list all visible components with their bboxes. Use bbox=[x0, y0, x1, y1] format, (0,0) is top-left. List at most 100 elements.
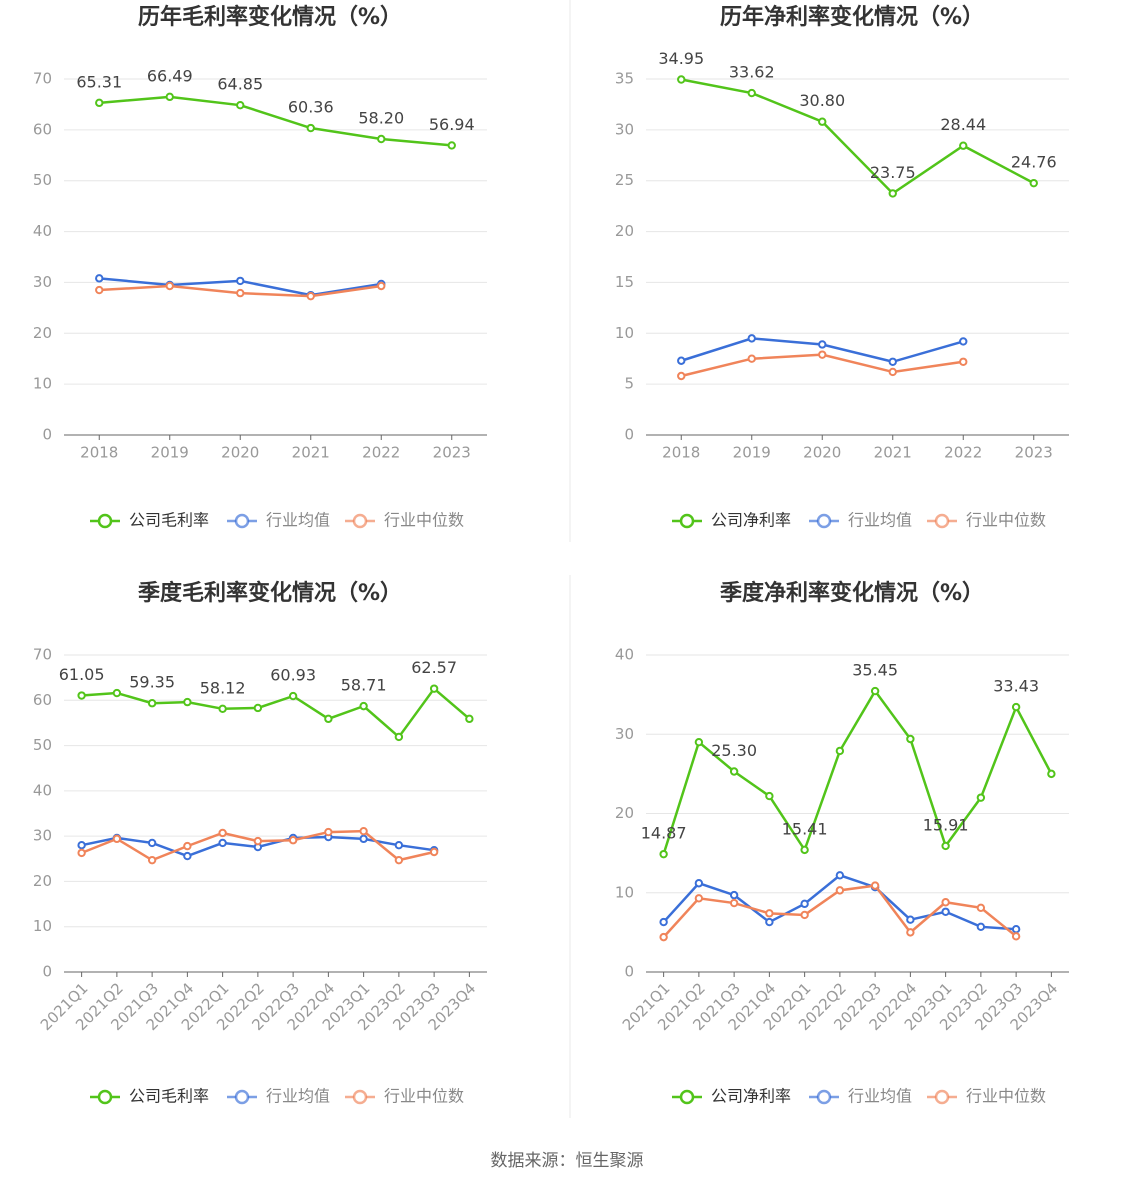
y-tick-label: 60 bbox=[33, 691, 52, 709]
y-tick-label: 70 bbox=[33, 646, 52, 664]
data-label: 33.43 bbox=[993, 677, 1039, 696]
data-point bbox=[765, 917, 774, 927]
data-point bbox=[818, 117, 827, 126]
y-tick-label: 40 bbox=[615, 646, 634, 664]
data-point bbox=[959, 141, 968, 150]
data-label: 35.45 bbox=[852, 661, 898, 680]
data-point bbox=[694, 879, 704, 888]
data-point bbox=[677, 371, 686, 381]
legend-label: 行业均值 bbox=[266, 1087, 330, 1106]
data-point bbox=[95, 274, 104, 283]
data-point bbox=[165, 92, 174, 102]
data-point bbox=[359, 701, 368, 711]
data-point bbox=[465, 714, 474, 724]
data-label: 14.87 bbox=[641, 824, 687, 843]
data-point bbox=[729, 898, 739, 908]
data-label: 60.93 bbox=[270, 666, 316, 685]
y-tick-label: 20 bbox=[33, 872, 52, 890]
y-tick-label: 50 bbox=[33, 736, 52, 754]
y-tick-label: 0 bbox=[624, 426, 634, 444]
data-point bbox=[147, 699, 157, 708]
legend-icon bbox=[816, 1089, 832, 1105]
data-point bbox=[729, 767, 739, 776]
legend-label: 行业中位数 bbox=[966, 1087, 1046, 1106]
y-tick-label: 10 bbox=[615, 883, 634, 901]
data-point bbox=[112, 688, 122, 698]
legend-icon bbox=[234, 513, 250, 529]
data-point bbox=[1011, 702, 1021, 712]
y-tick-label: 10 bbox=[33, 375, 52, 393]
y-tick-label: 0 bbox=[42, 426, 52, 444]
data-point bbox=[1011, 932, 1021, 941]
legend-icon bbox=[234, 1089, 250, 1105]
data-label: 15.91 bbox=[923, 815, 969, 834]
legend-label: 行业均值 bbox=[848, 511, 912, 530]
data-point bbox=[1047, 769, 1056, 779]
data-point bbox=[447, 141, 456, 150]
source-note: 数据来源：恒生聚源 bbox=[491, 1151, 644, 1171]
legend-label: 公司净利率 bbox=[711, 1087, 791, 1106]
data-point bbox=[800, 845, 809, 855]
data-label: 33.62 bbox=[729, 63, 775, 82]
data-point bbox=[288, 691, 298, 701]
legend-icon bbox=[97, 513, 113, 529]
data-point bbox=[747, 334, 756, 343]
data-label: 30.80 bbox=[799, 91, 845, 110]
data-point bbox=[747, 88, 756, 98]
data-point bbox=[888, 367, 897, 377]
y-tick-label: 30 bbox=[615, 725, 634, 743]
y-tick-label: 15 bbox=[615, 273, 634, 291]
data-label: 24.76 bbox=[1011, 153, 1057, 172]
data-point bbox=[306, 123, 315, 133]
data-point bbox=[941, 841, 950, 851]
data-point bbox=[888, 189, 897, 198]
data-point bbox=[359, 826, 368, 836]
y-tick-label: 35 bbox=[615, 70, 634, 88]
series-line bbox=[99, 95, 452, 147]
data-point bbox=[429, 684, 439, 693]
data-point bbox=[906, 915, 915, 924]
y-tick-label: 30 bbox=[615, 120, 634, 138]
series-line bbox=[662, 873, 1017, 931]
y-tick-label: 0 bbox=[42, 963, 52, 981]
data-point bbox=[976, 793, 986, 802]
y-tick-label: 60 bbox=[33, 120, 52, 138]
y-tick-label: 5 bbox=[624, 375, 634, 393]
y-tick-label: 40 bbox=[33, 781, 52, 799]
x-tick-label: 2019 bbox=[151, 444, 189, 462]
data-label: 60.36 bbox=[288, 98, 334, 117]
y-tick-label: 10 bbox=[33, 917, 52, 935]
data-label: 56.94 bbox=[429, 115, 475, 134]
data-label: 34.95 bbox=[658, 49, 704, 68]
data-point bbox=[306, 291, 315, 301]
series-line bbox=[662, 688, 1053, 855]
legend-label: 行业中位数 bbox=[966, 511, 1046, 530]
x-tick-label: 2021 bbox=[874, 444, 912, 462]
data-point bbox=[694, 737, 704, 747]
x-tick-label: 2022 bbox=[944, 444, 982, 462]
data-point bbox=[906, 734, 915, 744]
data-point bbox=[800, 910, 809, 920]
data-point bbox=[377, 134, 386, 144]
data-point bbox=[835, 746, 845, 756]
x-tick-label: 2018 bbox=[662, 444, 700, 462]
data-point bbox=[288, 836, 298, 845]
x-tick-label: 2019 bbox=[733, 444, 771, 462]
x-tick-label: 2020 bbox=[803, 444, 841, 462]
data-point bbox=[888, 357, 897, 366]
data-point bbox=[747, 354, 756, 363]
data-point bbox=[694, 894, 704, 903]
legend-icon bbox=[679, 513, 695, 529]
chart-title: 历年毛利率变化情况（%） bbox=[138, 4, 402, 30]
data-point bbox=[800, 899, 809, 909]
data-point bbox=[1011, 925, 1021, 934]
legend-icon bbox=[934, 513, 950, 529]
data-point bbox=[659, 849, 668, 859]
data-label: 64.85 bbox=[217, 75, 263, 94]
data-point bbox=[95, 285, 104, 295]
legend-icon bbox=[816, 513, 832, 529]
data-point bbox=[253, 703, 263, 713]
data-label: 58.20 bbox=[358, 109, 404, 128]
data-point bbox=[236, 100, 245, 110]
data-point bbox=[183, 841, 192, 851]
